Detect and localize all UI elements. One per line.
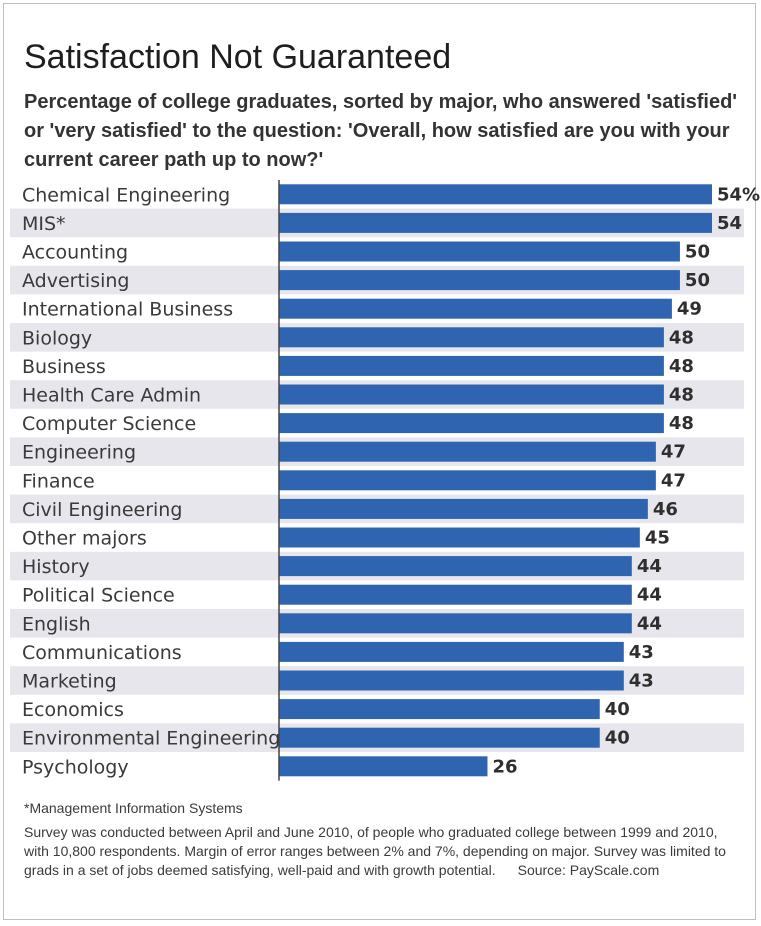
category-label: History: [22, 556, 90, 578]
category-label: Biology: [22, 327, 92, 349]
category-label: MIS*: [22, 213, 66, 235]
value-label: 26: [492, 756, 517, 777]
category-label: Economics: [22, 699, 124, 721]
value-label: 44: [637, 556, 662, 577]
value-label: 44: [637, 613, 662, 634]
category-label: Other majors: [22, 528, 147, 550]
value-label: 54%: [717, 184, 760, 205]
value-label: 49: [677, 299, 702, 320]
category-label: Advertising: [22, 270, 129, 292]
bar: [279, 413, 664, 434]
bar-chart: Chemical Engineering 54% MIS* 54 Accounting 5…: [10, 180, 760, 781]
value-label: 43: [629, 642, 654, 663]
category-label: Accounting: [22, 242, 128, 264]
bar: [279, 670, 624, 691]
bar: [279, 270, 680, 291]
category-label: Political Science: [22, 585, 175, 607]
bar: [279, 441, 656, 462]
bar: [279, 470, 656, 491]
bar: [279, 641, 624, 662]
bar: [279, 298, 672, 319]
category-label: Civil Engineering: [22, 499, 182, 521]
category-label: Communications: [22, 642, 182, 664]
category-label: Environmental Engineering: [22, 728, 280, 750]
value-label: 43: [629, 671, 654, 692]
category-label: International Business: [22, 299, 233, 321]
category-label: Chemical Engineering: [22, 184, 230, 206]
value-label: 47: [661, 442, 686, 463]
bar: [279, 184, 712, 205]
source-credit: Source: PayScale.com: [517, 862, 660, 878]
bar: [279, 556, 632, 577]
value-label: 47: [661, 470, 686, 491]
bar: [279, 584, 632, 605]
value-label: 48: [669, 385, 694, 406]
value-label: 48: [669, 413, 694, 434]
value-label: 48: [669, 356, 694, 377]
category-label: English: [22, 613, 91, 635]
category-label: Marketing: [22, 671, 117, 693]
value-label: 50: [685, 270, 710, 291]
value-label: 54: [717, 213, 742, 234]
category-label: Health Care Admin: [22, 385, 201, 407]
value-label: 48: [669, 327, 694, 348]
category-label: Computer Science: [22, 413, 196, 435]
bar: [279, 212, 712, 233]
bar: [279, 384, 664, 405]
survey-note: Survey was conducted between April and J…: [24, 823, 744, 880]
bar: [279, 756, 488, 777]
category-label: Business: [22, 356, 106, 378]
value-label: 40: [605, 699, 630, 720]
bar: [279, 727, 600, 748]
value-label: 50: [685, 242, 710, 263]
footnote: *Management Information Systems: [24, 800, 243, 816]
bar: [279, 613, 632, 634]
value-label: 44: [637, 585, 662, 606]
bar: [279, 241, 680, 262]
bar: [279, 699, 600, 720]
category-label: Engineering: [22, 442, 136, 464]
value-label: 45: [645, 528, 670, 549]
bar: [279, 527, 640, 548]
chart-title: Satisfaction Not Guaranteed: [24, 38, 452, 76]
bar: [279, 355, 664, 376]
category-label: Psychology: [22, 756, 129, 778]
category-label: Finance: [22, 470, 95, 492]
survey-note-text: Survey was conducted between April and J…: [24, 824, 726, 878]
value-label: 46: [653, 499, 678, 520]
bar: [279, 498, 648, 519]
bar: [279, 327, 664, 348]
value-label: 40: [605, 728, 630, 749]
chart-subtitle: Percentage of college graduates, sorted …: [24, 91, 738, 171]
